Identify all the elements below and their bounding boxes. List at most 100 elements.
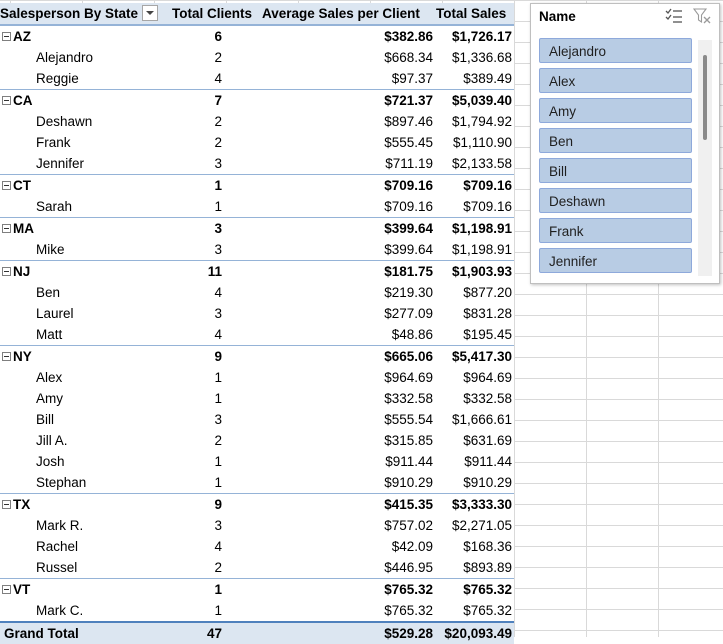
- salesperson-row[interactable]: Mike 3 $399.64 $1,198.91: [0, 239, 514, 260]
- state-total-clients: 1: [214, 582, 222, 597]
- salesperson-row[interactable]: Russel 2 $446.95 $893.89: [0, 557, 514, 578]
- salesperson-row[interactable]: Sarah 1 $709.16 $709.16: [0, 196, 514, 217]
- state-avg-sales: $665.06: [384, 349, 433, 364]
- clear-filter-icon[interactable]: [692, 8, 711, 27]
- avg-sales-header[interactable]: Average Sales per Client: [262, 6, 420, 21]
- salesperson-total-sales: $765.32: [463, 603, 512, 618]
- salesperson-clients: 4: [214, 285, 222, 300]
- state-group-row[interactable]: CT 1 $709.16 $709.16: [0, 174, 514, 196]
- state-label: VT: [0, 579, 172, 600]
- slicer-scroll-thumb[interactable]: [703, 55, 707, 140]
- salesperson-clients: 4: [214, 71, 222, 86]
- collapse-icon[interactable]: [2, 499, 11, 509]
- collapse-icon[interactable]: [2, 223, 11, 233]
- collapse-icon[interactable]: [2, 351, 11, 361]
- total-clients-header[interactable]: Total Clients: [172, 6, 253, 21]
- state-label: NY: [0, 346, 172, 367]
- salesperson-row[interactable]: Jennifer 3 $711.19 $2,133.58: [0, 153, 514, 174]
- collapse-icon[interactable]: [2, 266, 11, 276]
- row-labels-header[interactable]: Salesperson By State: [0, 3, 170, 24]
- pivot-table[interactable]: Salesperson By State Total Clients Avera…: [0, 3, 514, 644]
- salesperson-total-sales: $911.44: [464, 454, 512, 469]
- salesperson-total-sales: $1,666.61: [451, 412, 512, 427]
- slicer-item[interactable]: Bill: [539, 158, 692, 183]
- state-total-sales: $1,903.93: [451, 264, 512, 279]
- salesperson-name: Josh: [36, 454, 65, 469]
- salesperson-row[interactable]: Jill A. 2 $315.85 $631.69: [0, 430, 514, 451]
- salesperson-name: Mark C.: [36, 603, 84, 618]
- collapse-icon[interactable]: [2, 180, 11, 190]
- salesperson-name: Mark R.: [36, 518, 84, 533]
- salesperson-row[interactable]: Mark R. 3 $757.02 $2,271.05: [0, 515, 514, 536]
- grand-total-row[interactable]: Grand Total 47 $529.28 $20,093.49: [0, 621, 514, 644]
- slicer-item[interactable]: Alejandro: [539, 38, 692, 63]
- salesperson-row[interactable]: Josh 1 $911.44 $911.44: [0, 451, 514, 472]
- grand-total-clients: 47: [206, 626, 222, 641]
- salesperson-name: Deshawn: [36, 114, 93, 129]
- salesperson-name: Amy: [36, 391, 63, 406]
- collapse-icon[interactable]: [2, 95, 11, 105]
- salesperson-name: Mike: [36, 242, 65, 257]
- state-total-clients: 3: [214, 221, 222, 236]
- state-group-row[interactable]: CA 7 $721.37 $5,039.40: [0, 89, 514, 111]
- slicer-item[interactable]: Frank: [539, 218, 692, 243]
- state-group-row[interactable]: VT 1 $765.32 $765.32: [0, 578, 514, 600]
- salesperson-row[interactable]: Stephan 1 $910.29 $910.29: [0, 472, 514, 493]
- salesperson-clients: 1: [214, 199, 222, 214]
- salesperson-row[interactable]: Laurel 3 $277.09 $831.28: [0, 303, 514, 324]
- state-name: CA: [13, 93, 33, 108]
- slicer-scrollbar[interactable]: [698, 40, 712, 276]
- salesperson-total-sales: $168.36: [463, 539, 512, 554]
- salesperson-name: Sarah: [36, 199, 73, 214]
- salesperson-avg-sales: $765.32: [384, 603, 433, 618]
- state-group-row[interactable]: NJ 11 $181.75 $1,903.93: [0, 260, 514, 282]
- total-sales-header[interactable]: Total Sales: [436, 6, 507, 21]
- salesperson-total-sales: $709.16: [463, 199, 512, 214]
- salesperson-row[interactable]: Deshawn 2 $897.46 $1,794.92: [0, 111, 514, 132]
- grand-total-label: Grand Total: [4, 626, 79, 641]
- salesperson-row[interactable]: Alejandro 2 $668.34 $1,336.68: [0, 47, 514, 68]
- state-avg-sales: $765.32: [384, 582, 433, 597]
- state-total-sales: $765.32: [463, 582, 512, 597]
- salesperson-row[interactable]: Rachel 4 $42.09 $168.36: [0, 536, 514, 557]
- slicer-item[interactable]: Deshawn: [539, 188, 692, 213]
- salesperson-row[interactable]: Mark C. 1 $765.32 $765.32: [0, 600, 514, 621]
- salesperson-name: Alejandro: [36, 50, 94, 65]
- state-name: AZ: [13, 29, 31, 44]
- collapse-icon[interactable]: [2, 31, 11, 41]
- salesperson-avg-sales: $911.44: [385, 454, 433, 469]
- salesperson-row[interactable]: Matt 4 $48.86 $195.45: [0, 324, 514, 345]
- salesperson-row[interactable]: Amy 1 $332.58 $332.58: [0, 388, 514, 409]
- salesperson-avg-sales: $555.45: [384, 135, 433, 150]
- salesperson-row[interactable]: Alex 1 $964.69 $964.69: [0, 367, 514, 388]
- salesperson-total-sales: $1,198.91: [451, 242, 512, 257]
- salesperson-clients: 3: [214, 518, 222, 533]
- slicer-item[interactable]: Jennifer: [539, 248, 692, 273]
- slicer-item[interactable]: Ben: [539, 128, 692, 153]
- filter-dropdown-icon[interactable]: [142, 5, 159, 22]
- slicer-item[interactable]: Alex: [539, 68, 692, 93]
- salesperson-clients: 3: [214, 156, 222, 171]
- state-total-clients: 6: [214, 29, 222, 44]
- state-avg-sales: $709.16: [384, 178, 433, 193]
- salesperson-name: Rachel: [36, 539, 79, 554]
- salesperson-avg-sales: $757.02: [384, 518, 433, 533]
- state-group-row[interactable]: AZ 6 $382.86 $1,726.17: [0, 25, 514, 47]
- name-slicer[interactable]: Name Alejandro Alex Amy Ben Bill Deshawn Frank…: [530, 3, 720, 284]
- salesperson-avg-sales: $668.34: [384, 50, 433, 65]
- collapse-icon[interactable]: [2, 584, 11, 594]
- salesperson-row[interactable]: Ben 4 $219.30 $877.20: [0, 282, 514, 303]
- state-group-row[interactable]: NY 9 $665.06 $5,417.30: [0, 345, 514, 367]
- salesperson-clients: 2: [214, 50, 222, 65]
- state-group-row[interactable]: TX 9 $415.35 $3,333.30: [0, 493, 514, 515]
- slicer-item[interactable]: Amy: [539, 98, 692, 123]
- salesperson-avg-sales: $48.86: [391, 327, 433, 342]
- state-group-row[interactable]: MA 3 $399.64 $1,198.91: [0, 217, 514, 239]
- salesperson-avg-sales: $555.54: [384, 412, 433, 427]
- salesperson-row[interactable]: Frank 2 $555.45 $1,110.90: [0, 132, 514, 153]
- state-name: NY: [13, 349, 32, 364]
- state-label: TX: [0, 494, 172, 515]
- salesperson-row[interactable]: Reggie 4 $97.37 $389.49: [0, 68, 514, 89]
- multi-select-icon[interactable]: [665, 8, 683, 27]
- salesperson-row[interactable]: Bill 3 $555.54 $1,666.61: [0, 409, 514, 430]
